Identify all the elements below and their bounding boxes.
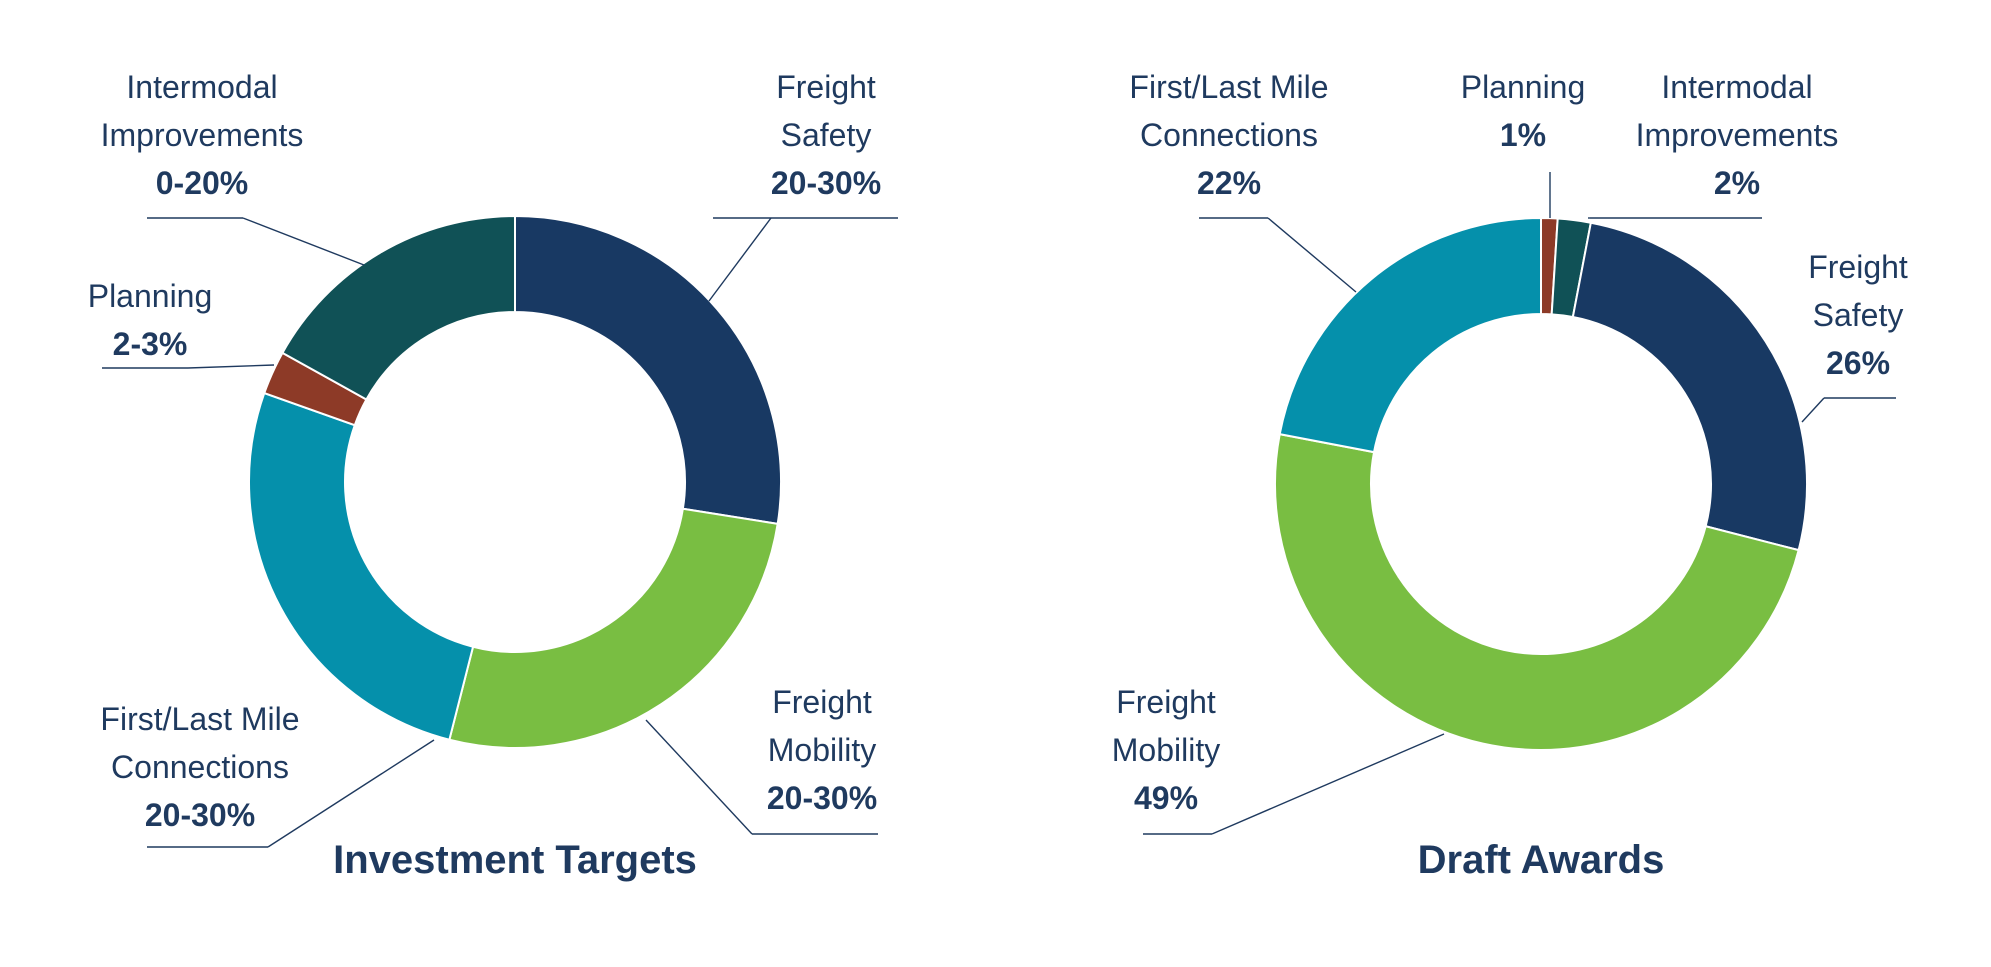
leader-line: [187, 364, 275, 369]
label-text: Freight: [772, 684, 872, 720]
slice-freight-mobility: [448, 507, 779, 749]
slice-freight-safety: [1571, 221, 1808, 552]
leader-line: [708, 217, 772, 302]
data-label-intermodal-improvements: Intermodal Improvements 0-20%: [101, 69, 365, 266]
leader-line: [1211, 733, 1445, 835]
leader-line: [1267, 217, 1357, 293]
label-text: Planning: [1461, 69, 1586, 105]
label-text: Improvements: [1636, 117, 1839, 153]
label-text: First/Last Mile: [100, 701, 299, 737]
leader-line: [242, 217, 365, 266]
data-label-planning: Planning 2-3%: [88, 278, 275, 369]
leader-line: [645, 719, 753, 835]
label-text: Intermodal: [1661, 69, 1812, 105]
leader-line: [267, 739, 435, 848]
slice-first-last-mile-connections: [1278, 216, 1542, 454]
label-value: 2-3%: [113, 326, 188, 362]
label-value: 26%: [1826, 345, 1890, 381]
slice-freight-mobility: [1274, 432, 1800, 751]
slice-freight-safety: [514, 214, 782, 525]
leader-line: [1801, 397, 1825, 423]
label-text: Safety: [781, 117, 872, 153]
slice-first-last-mile-connections: [248, 391, 475, 741]
slice-intermodal-improvements: [281, 214, 516, 401]
label-text: Improvements: [101, 117, 304, 153]
data-label-freight-safety: Freight Safety 20-30%: [708, 69, 898, 302]
donut-chart-investment-targets: Freight Safety 20-30% Freight Mobility 20-30%…: [88, 69, 898, 882]
data-label-freight-mobility: Freight Mobility 20-30%: [645, 684, 878, 835]
label-value: 22%: [1197, 165, 1261, 201]
label-text: Mobility: [768, 732, 876, 768]
data-label-first-last-mile-connections: First/Last Mile Connections 22%: [1129, 69, 1357, 293]
label-text: Freight: [1808, 249, 1908, 285]
label-value: 20-30%: [145, 797, 255, 833]
data-label-planning: Planning 1%: [1461, 69, 1586, 153]
label-value: 1%: [1500, 117, 1546, 153]
data-label-freight-safety: Freight Safety 26%: [1801, 249, 1908, 423]
label-text: Freight: [776, 69, 876, 105]
label-value: 0-20%: [156, 165, 249, 201]
label-text: First/Last Mile: [1129, 69, 1328, 105]
label-value: 49%: [1134, 780, 1198, 816]
label-value: 20-30%: [767, 780, 877, 816]
chart-title: Investment Targets: [333, 838, 697, 882]
chart-title: Draft Awards: [1418, 838, 1665, 882]
data-label-freight-mobility: Freight Mobility 49%: [1112, 684, 1445, 835]
label-text: Freight: [1116, 684, 1216, 720]
label-text: Intermodal: [126, 69, 277, 105]
data-label-intermodal-improvements: Intermodal Improvements 2%: [1588, 69, 1839, 219]
label-text: Connections: [111, 749, 289, 785]
label-value: 2%: [1714, 165, 1760, 201]
label-value: 20-30%: [771, 165, 881, 201]
label-text: Planning: [88, 278, 213, 314]
data-label-first-last-mile-connections: First/Last Mile Connections 20-30%: [100, 701, 435, 848]
label-text: Mobility: [1112, 732, 1220, 768]
label-text: Safety: [1813, 297, 1904, 333]
donut-chart-draft-awards: Planning 1% Intermodal Improvements 2% Freigh…: [1112, 69, 1908, 882]
label-text: Connections: [1140, 117, 1318, 153]
